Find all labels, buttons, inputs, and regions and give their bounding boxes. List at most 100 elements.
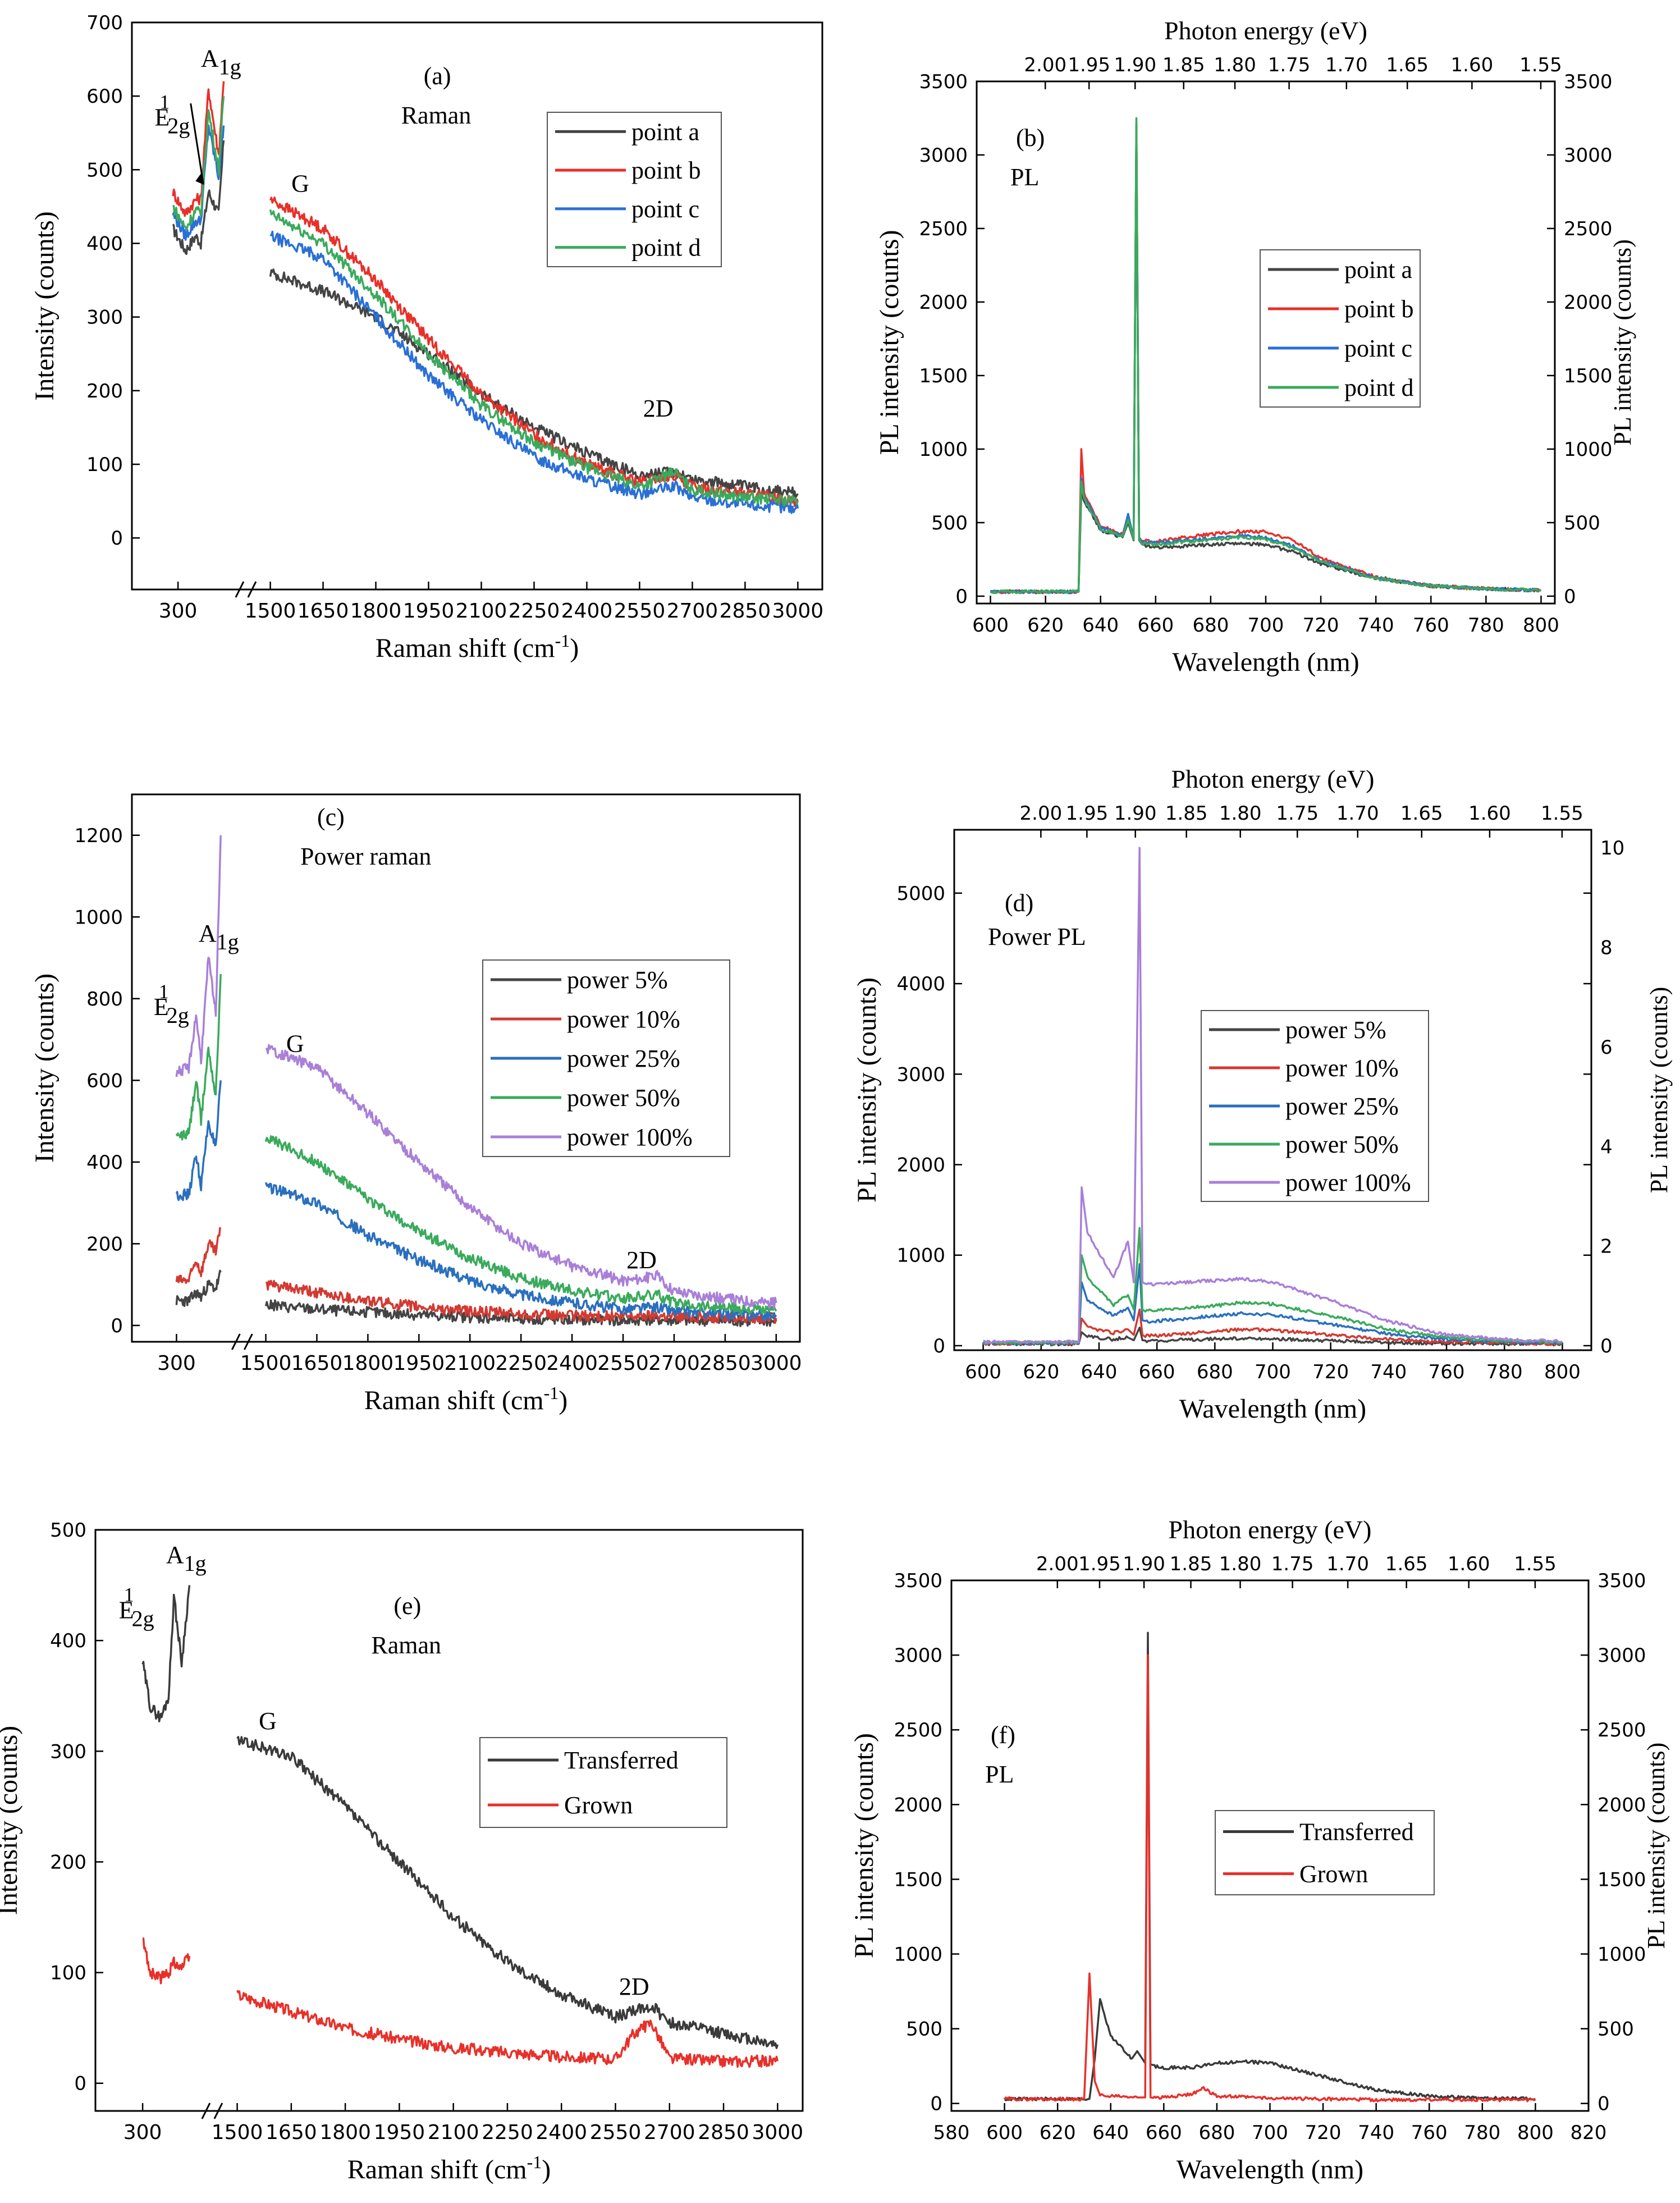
x-axis-title-end: ) (542, 2155, 551, 2184)
panel-title: PL (1010, 163, 1039, 191)
y-axis-title-right: PL intensity (counts) (1645, 987, 1673, 1193)
series-line-point-b (172, 81, 225, 217)
x-axis-title: Raman shift (cm-1) (347, 2152, 551, 2184)
x-tick-label: 2250 (482, 2121, 533, 2144)
y-tick-label: 3500 (894, 1570, 942, 1592)
x-tick-label: 2400 (561, 600, 613, 623)
annotation-subscript: 1g (219, 54, 241, 80)
y-tick-label: 600 (86, 85, 123, 108)
legend-label: power 5% (567, 966, 668, 994)
annotation-g: G (286, 1030, 304, 1057)
y-tick-label-right: 1000 (1597, 1943, 1646, 1966)
x-tick-label: 3000 (772, 600, 824, 623)
series-line-power-25- (175, 1080, 222, 1201)
panel-b: 0 500 1000 1500 2000 2500 3000 3500 0 500 1000 1500… (875, 16, 1636, 677)
y-axis-title: Intensity (counts) (30, 973, 59, 1163)
series-line-power-100- (175, 835, 222, 1077)
top-tick-label: 1.65 (1386, 54, 1429, 76)
legend-label: Grown (564, 1791, 633, 1819)
panel-label: (c) (317, 803, 345, 831)
x-tick-label: 2100 (428, 2121, 479, 2144)
y-tick-label-right: 3500 (1564, 71, 1613, 93)
x-tick-label: 1500 (212, 2121, 263, 2144)
top-tick-label: 1.60 (1468, 802, 1511, 825)
plot-frame (94, 1529, 804, 2112)
y-tick-label: 2000 (896, 1154, 945, 1177)
annotation-subscript: 1g (217, 929, 239, 954)
series-line-transferred (141, 1585, 191, 1722)
top-tick-label: 1.70 (1326, 1553, 1369, 1575)
legend-box (1260, 249, 1421, 408)
x-tick-label: 2400 (546, 1352, 598, 1375)
y-tick-label: 0 (955, 586, 968, 608)
panel-title: PL (985, 1761, 1014, 1788)
panel-label: (f) (991, 1721, 1015, 1749)
annotation-superscript: 1 (159, 980, 169, 1003)
y-axis-title: Intensity (counts) (30, 211, 59, 400)
axis-break-mark (231, 1333, 241, 1350)
top-tick-label: 1.60 (1451, 54, 1494, 76)
y-tick-label: 500 (931, 512, 968, 534)
x-axis-title: Wavelength (nm) (1179, 1394, 1366, 1424)
y-tick-label: 0 (111, 1315, 123, 1337)
x-tick-label: 1950 (393, 1352, 445, 1375)
y-tick-label-right: 500 (1564, 512, 1600, 534)
x-tick-label: 740 (1358, 614, 1394, 637)
y-tick-label-right: 2000 (1564, 291, 1613, 314)
x-tick-label: 640 (1082, 614, 1119, 637)
annotation-2d: 2D (619, 1973, 649, 2000)
series-line-power-50- (175, 974, 222, 1141)
top-axis-title: Photon energy (eV) (1164, 16, 1367, 45)
series-line-point-a (269, 268, 799, 499)
annotation-arrow (190, 103, 204, 185)
x-tick-label: 2400 (535, 2121, 587, 2144)
x-tick-label: 2850 (720, 600, 771, 623)
x-tick-label: 1950 (403, 600, 455, 623)
top-tick-label: 2.00 (1020, 802, 1063, 825)
x-tick-label: 2100 (444, 1352, 496, 1375)
annotation-subscript: 2g (167, 1003, 189, 1028)
annotation-arrowhead (195, 173, 204, 185)
y-tick-label-right: 6 (1600, 1036, 1613, 1059)
series-group (172, 81, 799, 514)
legend-label: power 50% (1285, 1131, 1399, 1158)
panel-title: Raman (371, 1631, 441, 1659)
x-tick-label: 600 (972, 614, 1009, 637)
legend-box (1215, 1810, 1435, 1895)
annotation-subscript: 1g (184, 1551, 207, 1576)
x-tick-label: 660 (1146, 2122, 1182, 2144)
x-tick-label: 1500 (240, 1352, 292, 1375)
series-line-power-25- (264, 1182, 777, 1322)
y-tick-label: 500 (50, 1519, 86, 1542)
x-axis-title: Wavelength (nm) (1177, 2155, 1363, 2184)
legend-label: power 25% (567, 1045, 680, 1072)
annotation-superscript: 1 (124, 1584, 134, 1606)
legend-label: power 100% (1285, 1169, 1411, 1196)
legend-label: power 25% (1285, 1093, 1399, 1120)
x-tick-label: 620 (1023, 1361, 1059, 1383)
y-tick-label: 3000 (919, 144, 968, 167)
x-tick-label: 300 (123, 2121, 162, 2144)
legend: point a point b point c point d (1260, 249, 1421, 408)
legend-label: point b (631, 157, 701, 184)
x-tick-label: 300 (159, 600, 198, 623)
x-tick-label: 1650 (291, 1352, 343, 1375)
y-tick-label: 1500 (919, 365, 968, 387)
x-tick-label: 780 (1468, 614, 1504, 637)
top-tick-label: 1.55 (1519, 54, 1562, 76)
axis-break-mark (235, 581, 245, 598)
y-tick-label: 1000 (919, 438, 968, 461)
y-axis-title: PL intensity (counts) (852, 977, 882, 1203)
y-axis-title-right: PL intensity (counts) (1642, 1743, 1670, 1949)
x-tick-label: 640 (1092, 2122, 1129, 2144)
legend-label: power 50% (567, 1084, 680, 1112)
x-tick-label: 660 (1137, 614, 1174, 637)
series-line-transferred (1004, 1631, 1536, 2102)
x-tick-label: 720 (1303, 614, 1339, 637)
y-tick-label: 700 (86, 12, 123, 34)
legend: power 5% power 10% power 25% power 50% power… (482, 959, 730, 1157)
y-tick-label: 300 (50, 1740, 86, 1763)
x-tick-label: 720 (1312, 1361, 1349, 1383)
y-tick-label: 5000 (896, 883, 945, 905)
